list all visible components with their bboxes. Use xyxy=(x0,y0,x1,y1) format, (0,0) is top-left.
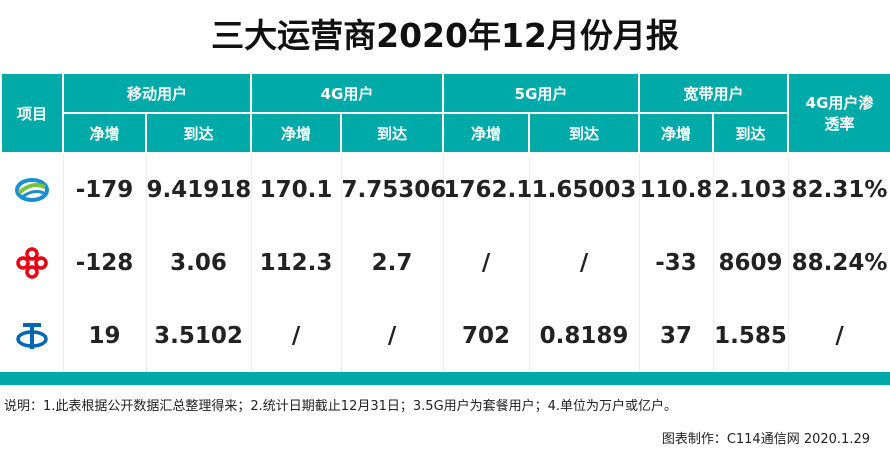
cell: 2.7 xyxy=(341,226,444,299)
header-total: 到达 xyxy=(144,112,253,154)
operator-report-table: 项目 移动用户 4G用户 5G用户 宽带用户 4G用户渗透率 净增 到达 净增 到达… xyxy=(0,72,890,372)
cell: / xyxy=(341,299,444,372)
china-unicom-logo-icon xyxy=(15,246,49,280)
header-net: 净增 xyxy=(638,112,715,154)
cell: -128 xyxy=(63,226,147,299)
cell: 82.31% xyxy=(788,153,890,226)
cell: -179 xyxy=(63,153,147,226)
cell: 7.75306 xyxy=(341,153,446,226)
cell: 37 xyxy=(639,299,714,372)
header-net: 净增 xyxy=(442,112,531,154)
cell: -33 xyxy=(639,226,714,299)
cell: 0.8189 xyxy=(529,299,640,372)
cell: 88.24% xyxy=(788,226,890,299)
footer-bar xyxy=(0,372,890,385)
cell: / xyxy=(251,299,342,372)
header-total: 到达 xyxy=(528,112,641,154)
china-mobile-logo-icon xyxy=(14,173,49,207)
cell: 8609 xyxy=(713,226,789,299)
cell: / xyxy=(443,226,530,299)
header-5g-users: 5G用户 xyxy=(442,72,641,114)
cell: 702 xyxy=(443,299,530,372)
header-4g-users: 4G用户 xyxy=(250,72,445,114)
cell: / xyxy=(788,299,890,372)
china-telecom-logo-icon xyxy=(15,319,49,353)
cell: 1.65003 xyxy=(529,153,640,226)
header-item: 项目 xyxy=(0,72,64,154)
header-net: 净增 xyxy=(250,112,343,154)
cell: 110.8 xyxy=(639,153,714,226)
cell: 112.3 xyxy=(251,226,342,299)
footnote: 说明：1.此表根据公开数据汇总整理得来；2.统计日期截止12月31日；3.5G用… xyxy=(4,399,678,414)
header-total: 到达 xyxy=(712,112,790,154)
credit: 图表制作：C114通信网 2020.1.29 xyxy=(661,432,870,447)
page-title: 三大运营商2020年12月份月报 xyxy=(211,16,679,55)
cell: / xyxy=(529,226,640,299)
table-row: -179 9.41918 170.1 7.75306 1762.1 1.65003 110.… xyxy=(1,153,890,226)
cell: 19 xyxy=(63,299,147,372)
header-broadband-users: 宽带用户 xyxy=(638,72,790,114)
header-4g-penetration: 4G用户渗透率 xyxy=(787,72,890,154)
cell: 3.5102 xyxy=(146,299,252,372)
header-mobile-users: 移动用户 xyxy=(61,72,253,114)
header-net: 净增 xyxy=(62,112,147,154)
cell: 170.1 xyxy=(251,153,342,226)
cell: 3.06 xyxy=(146,226,252,299)
cell: 2.103 xyxy=(713,153,789,226)
cell: 1.585 xyxy=(713,299,789,372)
cell: 1762.1 xyxy=(443,153,532,226)
cell: 9.41918 xyxy=(146,153,252,226)
table-row: 19 3.5102//702 0.8189 37 1.585/ xyxy=(1,299,890,372)
table-row: -128 3.06 112.3 2.7// -33 8609 88.24% xyxy=(1,226,890,299)
header-total: 到达 xyxy=(340,112,445,154)
